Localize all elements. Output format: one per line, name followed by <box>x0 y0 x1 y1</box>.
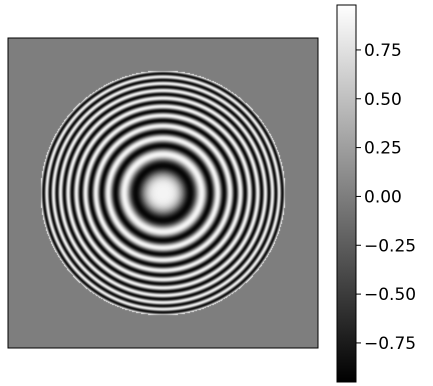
colorbar-gradient <box>336 4 357 383</box>
colorbar-tick-label: 0.50 <box>364 90 402 110</box>
colorbar-tick-label: −0.50 <box>364 285 416 305</box>
colorbar-ticks: 0.75 0.50 0.25 0.00 −0.25 −0.50 −0.75 <box>356 41 416 354</box>
colorbar: 0.75 0.50 0.25 0.00 −0.25 −0.50 −0.75 <box>336 4 416 383</box>
fringe-image <box>8 38 318 348</box>
image-axes-frame <box>7 37 319 349</box>
colorbar-tick-label: −0.75 <box>364 334 416 354</box>
fringe-image-container <box>8 38 318 348</box>
image-panel <box>7 37 319 349</box>
colorbar-tick-label: 0.75 <box>364 41 402 61</box>
colorbar-tick-label: 0.00 <box>364 187 402 207</box>
colorbar-tick-label: −0.25 <box>364 236 416 256</box>
colorbar-tick-label: 0.25 <box>364 139 402 159</box>
